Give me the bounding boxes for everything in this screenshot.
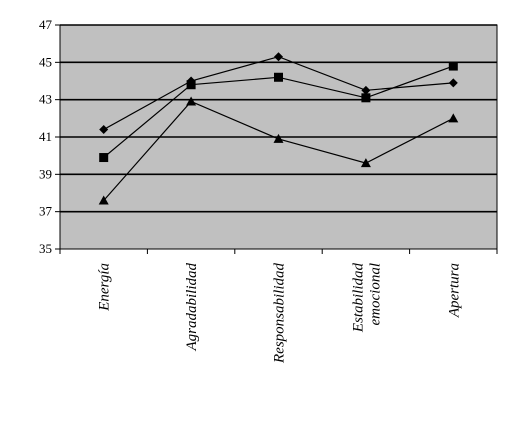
y-tick-label: 39 xyxy=(39,166,52,181)
x-category-label: Estabilidademocional xyxy=(350,263,383,334)
data-point-square xyxy=(274,72,283,82)
y-tick-label: 35 xyxy=(39,241,52,256)
data-point-square xyxy=(361,93,371,103)
x-category-label-line: Estabilidad xyxy=(350,263,366,334)
data-point-triangle xyxy=(186,96,197,106)
x-category-label-line: Agradabilidad xyxy=(184,263,200,352)
y-tick-label: 45 xyxy=(39,54,52,69)
data-point-square xyxy=(186,80,196,90)
y-tick-label: 43 xyxy=(39,92,52,107)
gridlines xyxy=(60,24,497,213)
data-point-diamond xyxy=(448,78,458,88)
y-tick-label: 37 xyxy=(39,204,53,219)
data-point-triangle xyxy=(360,158,371,168)
data-point-diamond xyxy=(99,125,109,135)
x-category-label-line: Energía xyxy=(97,263,113,312)
data-point-diamond xyxy=(361,85,371,95)
data-point-diamond xyxy=(274,52,283,62)
x-category-label: Apertura xyxy=(446,263,462,318)
data-point-square xyxy=(99,153,109,163)
x-category-label-line: Responsabilidad xyxy=(272,263,288,364)
x-category-label: Agradabilidad xyxy=(184,263,200,352)
data-point-square xyxy=(448,61,458,71)
x-category-label-line: emocional xyxy=(367,263,383,325)
y-tick-label: 41 xyxy=(39,129,52,144)
series-group xyxy=(98,52,459,205)
y-tick-label: 47 xyxy=(39,17,53,32)
x-category-label: Energía xyxy=(97,263,113,312)
data-point-triangle xyxy=(273,133,284,143)
x-category-label-line: Apertura xyxy=(446,263,462,318)
y-axis: 35 37 39 41 43 45 47 xyxy=(39,17,61,256)
data-point-triangle xyxy=(98,195,109,205)
x-category-label: Responsabilidad xyxy=(272,263,288,364)
data-point-triangle xyxy=(448,113,459,123)
x-axis: Energía Agradabilidad Responsabilidad Estab… xyxy=(59,248,498,364)
